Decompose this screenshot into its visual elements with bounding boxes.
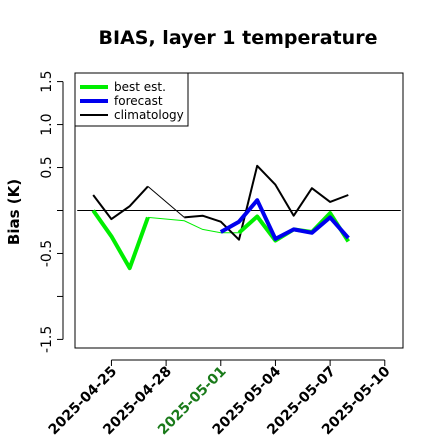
y-tick-label: -1.5 <box>39 326 55 353</box>
y-tick-label: 0.5 <box>39 156 55 178</box>
climatology-line-early <box>92 185 149 221</box>
chart-title: BIAS, layer 1 temperature <box>99 27 378 49</box>
y-axis: -1.5 -0.5 0.5 1.0 1.5 <box>39 70 64 353</box>
y-axis-label: Bias (K) <box>5 179 23 245</box>
climatology-line-late <box>184 164 349 241</box>
best-est-line-early <box>91 209 150 271</box>
y-tick-label: -0.5 <box>39 240 55 267</box>
y-tick-label: 1.5 <box>39 70 55 92</box>
plot-frame <box>74 72 404 349</box>
legend-label: best est. <box>114 80 166 94</box>
legend-label: forecast <box>114 94 163 108</box>
x-axis: 2025-04-252025-04-282025-05-012025-05-04… <box>46 359 394 438</box>
series-layer <box>91 164 350 271</box>
legend-label: climatology <box>114 108 184 122</box>
y-tick-label: 1.0 <box>39 113 55 135</box>
best-est-bridge-line <box>147 216 239 234</box>
climatology-thin-line <box>147 186 185 218</box>
forecast-line <box>219 198 350 241</box>
